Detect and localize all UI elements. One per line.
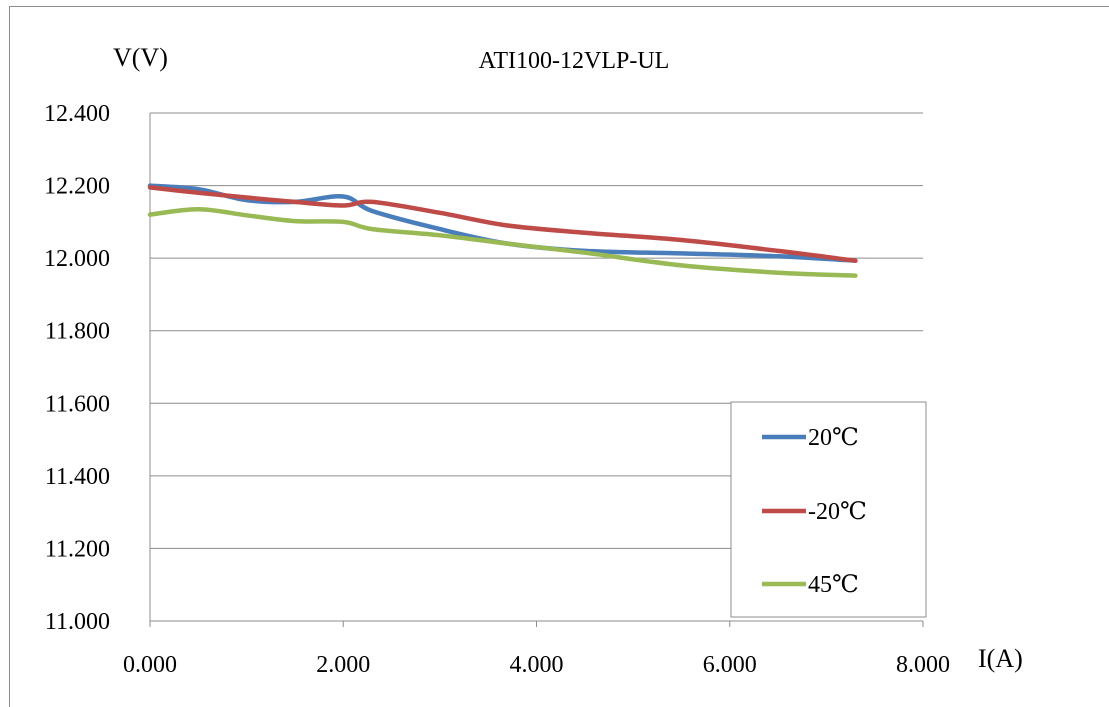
series-lines: [147, 183, 858, 278]
x-tick-label: 4.000: [510, 652, 564, 678]
series-line-2: [147, 185, 858, 263]
y-tick-label: 12.200: [44, 174, 110, 200]
y-axis-label: V(V): [113, 43, 168, 72]
x-tick-label: 8.000: [896, 652, 950, 678]
y-tick-label: 11.200: [45, 536, 110, 562]
x-tick-label: 0.000: [123, 652, 177, 678]
legend-label-1: 20℃: [808, 425, 859, 451]
y-tick-label: 11.600: [45, 391, 110, 417]
x-tick-label: 6.000: [703, 652, 757, 678]
legend-label-3: 45℃: [808, 572, 859, 598]
legend: 20℃ -20℃ 45℃: [730, 401, 927, 618]
axes: [149, 113, 924, 627]
y-tick-label: 11.000: [45, 609, 110, 635]
x-tick-label: 2.000: [316, 652, 370, 678]
x-tick-labels: 0.000 2.000 4.000 6.000 8.000: [123, 652, 950, 678]
frame-border-top: [9, 6, 1109, 7]
y-tick-label: 11.400: [45, 464, 110, 490]
y-tick-label: 12.400: [44, 101, 110, 127]
series-line-1: [147, 183, 858, 263]
y-tick-labels: 12.400 12.200 12.000 11.800 11.600 11.400 11.2…: [44, 101, 110, 635]
frame-border-left: [9, 6, 10, 707]
legend-label-2: -20℃: [808, 499, 867, 525]
y-tick-label: 11.800: [45, 319, 110, 345]
series-line-3: [147, 206, 858, 278]
x-axis-label: I(A): [978, 644, 1023, 673]
y-tick-label: 12.000: [44, 246, 110, 272]
chart-title: ATI100-12VLP-UL: [479, 48, 670, 74]
